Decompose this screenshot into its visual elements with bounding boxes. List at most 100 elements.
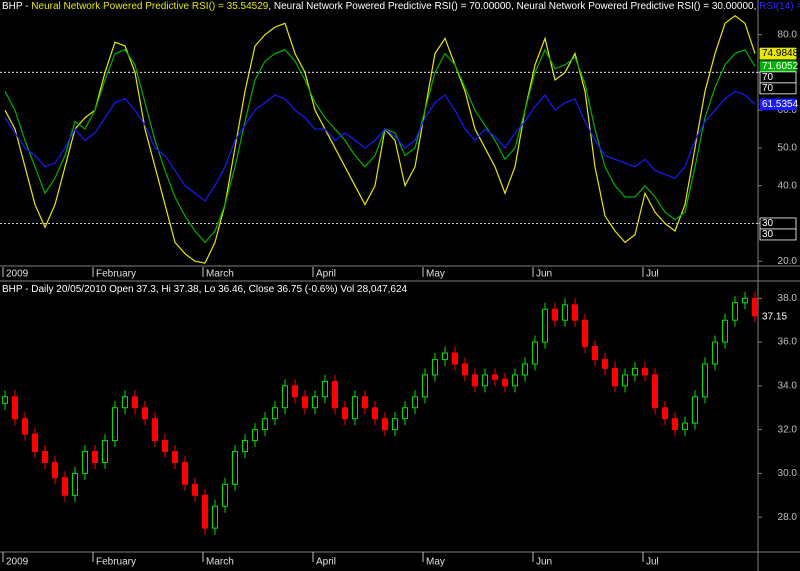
- candle-body: [722, 319, 728, 343]
- candle-body: [452, 352, 458, 365]
- x-tick-label: Jun: [536, 269, 552, 280]
- candle-body: [322, 380, 328, 398]
- header-segment: RSI(14) = 30.10518: [759, 1, 800, 12]
- value-box-label: 30: [762, 218, 774, 229]
- candle-body: [202, 494, 208, 529]
- candle-body: [102, 440, 108, 463]
- candle-body: [702, 363, 708, 398]
- candle-body: [352, 396, 358, 420]
- series-line: [4, 48, 756, 244]
- x-tick-label: 2009: [6, 269, 29, 280]
- y-tick-label: 32.0: [778, 424, 798, 435]
- candle-body: [442, 352, 448, 361]
- header-segment: , Neural Network Powered Predictive RSI(…: [268, 1, 759, 12]
- value-box: [759, 228, 797, 241]
- candle-body: [2, 396, 8, 404]
- candle-body: [42, 451, 48, 463]
- candle-body: [572, 304, 578, 321]
- header-segment: BHP - Daily 20/05/2010 Open 37.3, Hi 37.…: [2, 284, 408, 295]
- candle-body: [482, 374, 488, 387]
- y-tick-label: 34.0: [778, 381, 798, 392]
- panel-header: BHP - Daily 20/05/2010 Open 37.3, Hi 37.…: [2, 284, 408, 295]
- candle-body: [382, 418, 388, 431]
- candle-body: [672, 418, 678, 431]
- candle-body: [182, 461, 188, 485]
- value-box-label: 30: [762, 229, 774, 240]
- y-tick-label: 80.0: [778, 29, 798, 40]
- value-box-label: 70: [762, 83, 774, 94]
- value-box: [759, 311, 797, 323]
- value-box-label: 70: [762, 72, 774, 83]
- candle-body: [62, 477, 68, 496]
- candle-body: [412, 396, 418, 409]
- candle-body: [292, 385, 298, 398]
- candle-body: [682, 422, 688, 431]
- candle-body: [662, 407, 668, 420]
- value-box-label: 61.5354: [762, 99, 799, 110]
- x-tick-label: May: [426, 269, 445, 280]
- candle-body: [752, 297, 758, 317]
- candle-body: [262, 418, 268, 431]
- candle-body: [612, 367, 618, 387]
- candle-body: [392, 418, 398, 431]
- candle-body: [232, 451, 238, 485]
- candle-body: [92, 451, 98, 463]
- candle-body: [302, 396, 308, 409]
- candle-body: [52, 461, 58, 479]
- x-tick-label: April: [316, 269, 336, 280]
- y-tick-label: 40.0: [778, 180, 798, 191]
- candle-body: [732, 302, 738, 321]
- candle-body: [402, 407, 408, 420]
- candle-body: [742, 297, 748, 304]
- candle-body: [652, 374, 658, 409]
- x-tick-label: Jul: [646, 269, 659, 280]
- y-tick-label: 60.0: [778, 105, 798, 116]
- candle-body: [152, 418, 158, 442]
- candle-body: [22, 418, 28, 435]
- candle-body: [282, 385, 288, 409]
- value-box-label: 71.6052: [762, 61, 799, 72]
- candle-body: [132, 396, 138, 409]
- candle-body: [212, 505, 218, 529]
- y-tick-label: 28.0: [778, 512, 798, 523]
- candle-body: [122, 396, 128, 409]
- candle-body: [692, 396, 698, 424]
- series-line: [4, 90, 756, 202]
- x-tick-label: March: [206, 557, 234, 568]
- candle-body: [472, 374, 478, 387]
- candle-body: [332, 380, 338, 409]
- header-segment: Neural Network Powered Predictive RSI() …: [31, 1, 268, 12]
- value-box: [759, 98, 797, 111]
- candle-body: [372, 407, 378, 420]
- candle-body: [582, 319, 588, 347]
- candle-body: [342, 407, 348, 420]
- candle-body: [312, 396, 318, 409]
- candle-body: [362, 396, 368, 409]
- candle-body: [592, 345, 598, 361]
- series-line: [4, 15, 756, 264]
- candle-body: [422, 374, 428, 398]
- candle-body: [222, 483, 228, 507]
- candle-body: [432, 359, 438, 376]
- candle-body: [142, 407, 148, 420]
- y-tick-label: 38.0: [778, 293, 798, 304]
- candle-body: [82, 451, 88, 474]
- candle-body: [632, 367, 638, 376]
- candle-body: [502, 378, 508, 387]
- value-box-label: 37.15: [762, 312, 787, 323]
- candle-body: [532, 341, 538, 365]
- x-tick-label: February: [96, 269, 136, 280]
- value-box: [759, 82, 797, 95]
- x-tick-label: Jun: [536, 557, 552, 568]
- candle-body: [242, 440, 248, 453]
- candle-body: [522, 363, 528, 376]
- candle-body: [112, 407, 118, 442]
- candle-body: [552, 308, 558, 321]
- x-tick-label: March: [206, 269, 234, 280]
- candle-body: [272, 407, 278, 420]
- candle-body: [172, 451, 178, 463]
- x-tick-label: May: [426, 557, 445, 568]
- candle-body: [12, 396, 18, 420]
- y-tick-label: 20.0: [778, 256, 798, 267]
